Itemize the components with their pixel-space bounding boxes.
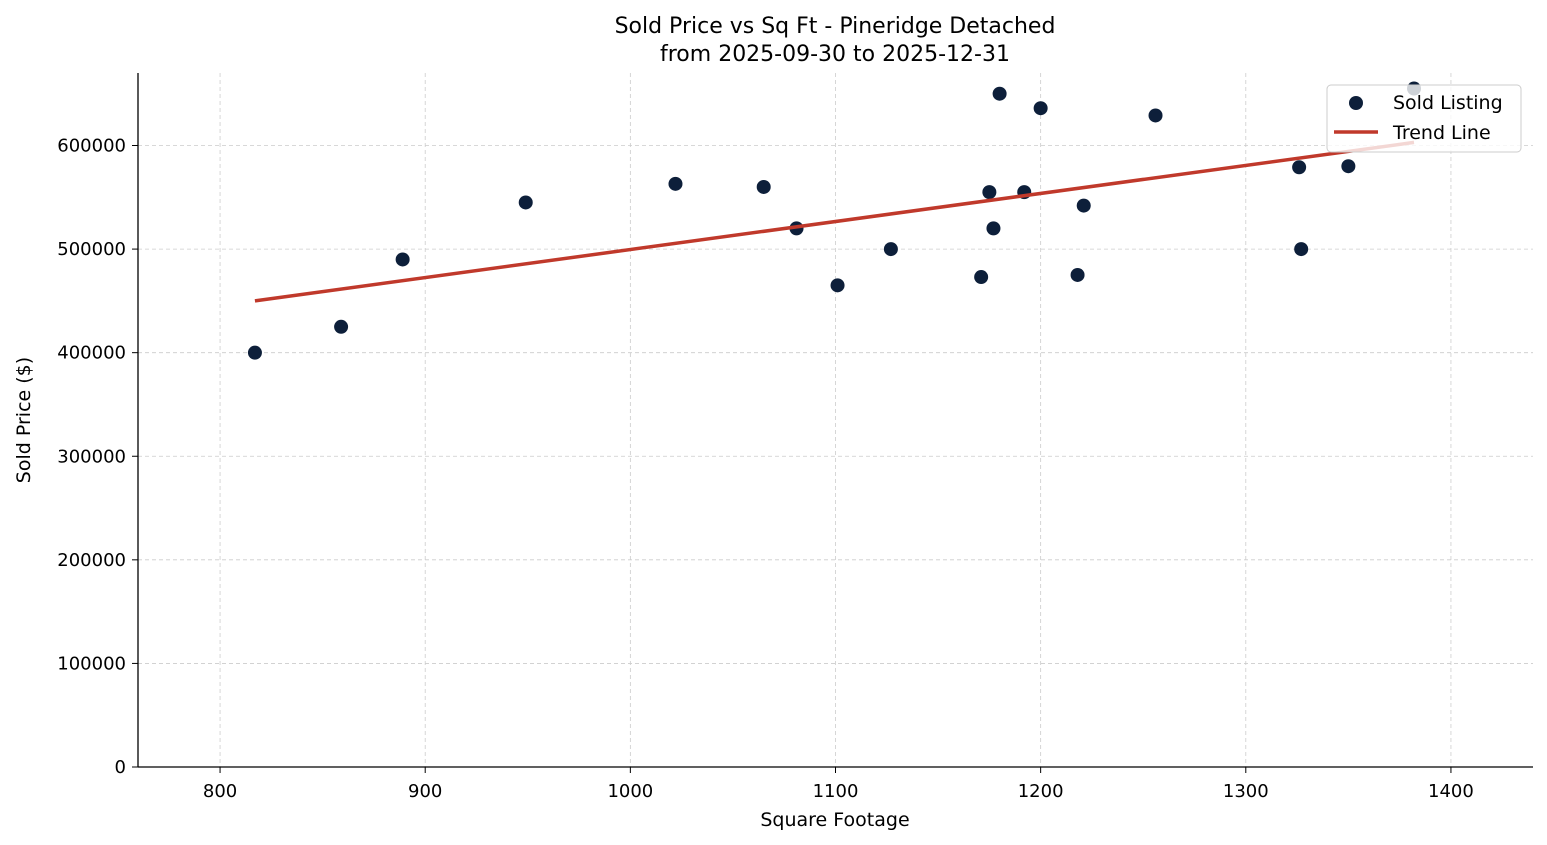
marks <box>247 81 1422 360</box>
data-point <box>1076 198 1091 213</box>
data-point <box>334 319 349 334</box>
x-axis-label: Square Footage <box>760 809 909 831</box>
y-tick-label: 200000 <box>57 550 126 571</box>
x-tick-label: 1200 <box>1018 781 1064 802</box>
data-point <box>1292 160 1307 175</box>
data-point <box>883 242 898 257</box>
data-point <box>395 252 410 267</box>
legend-label-sold-listing: Sold Listing <box>1393 92 1503 114</box>
y-tick-label: 300000 <box>57 446 126 467</box>
x-tick-label: 1300 <box>1223 781 1269 802</box>
y-tick-label: 600000 <box>57 136 126 157</box>
x-tick-label: 900 <box>408 781 442 802</box>
data-point <box>1033 101 1048 116</box>
grid <box>138 73 1533 768</box>
y-tick-label: 100000 <box>57 653 126 674</box>
y-tick-label: 500000 <box>57 239 126 260</box>
data-point <box>1070 267 1085 282</box>
data-point <box>830 278 845 293</box>
trend-line <box>254 140 1415 303</box>
ticks: 800 900 1000 1100 1200 1300 1400 0 100000 200000 3… <box>57 136 1474 802</box>
legend-box <box>1326 84 1522 153</box>
data-point <box>756 179 771 194</box>
chart-subtitle: from 2025-09-30 to 2025-12-31 <box>660 42 1010 67</box>
x-tick-label: 1100 <box>813 781 859 802</box>
data-point <box>518 195 533 210</box>
chart-title: Sold Price vs Sq Ft - Pineridge Detached <box>615 14 1056 39</box>
data-point <box>1341 159 1356 174</box>
y-axis-label: Sold Price ($) <box>13 357 35 483</box>
data-point <box>1148 108 1163 123</box>
legend-marker-sold-listing <box>1349 96 1363 110</box>
data-point <box>982 185 997 200</box>
data-point <box>974 270 989 285</box>
y-tick-label: 0 <box>115 757 126 778</box>
data-point <box>1294 242 1309 257</box>
y-tick-label: 400000 <box>57 343 126 364</box>
legend-label-trend-line: Trend Line <box>1392 122 1491 144</box>
data-point <box>986 221 1001 236</box>
legend: Sold Listing Trend Line <box>1326 84 1522 153</box>
data-point <box>247 345 262 360</box>
data-point <box>668 176 683 191</box>
x-tick-label: 800 <box>203 781 237 802</box>
x-tick-label: 1000 <box>607 781 653 802</box>
x-tick-label: 1400 <box>1428 781 1474 802</box>
data-point <box>992 86 1007 101</box>
